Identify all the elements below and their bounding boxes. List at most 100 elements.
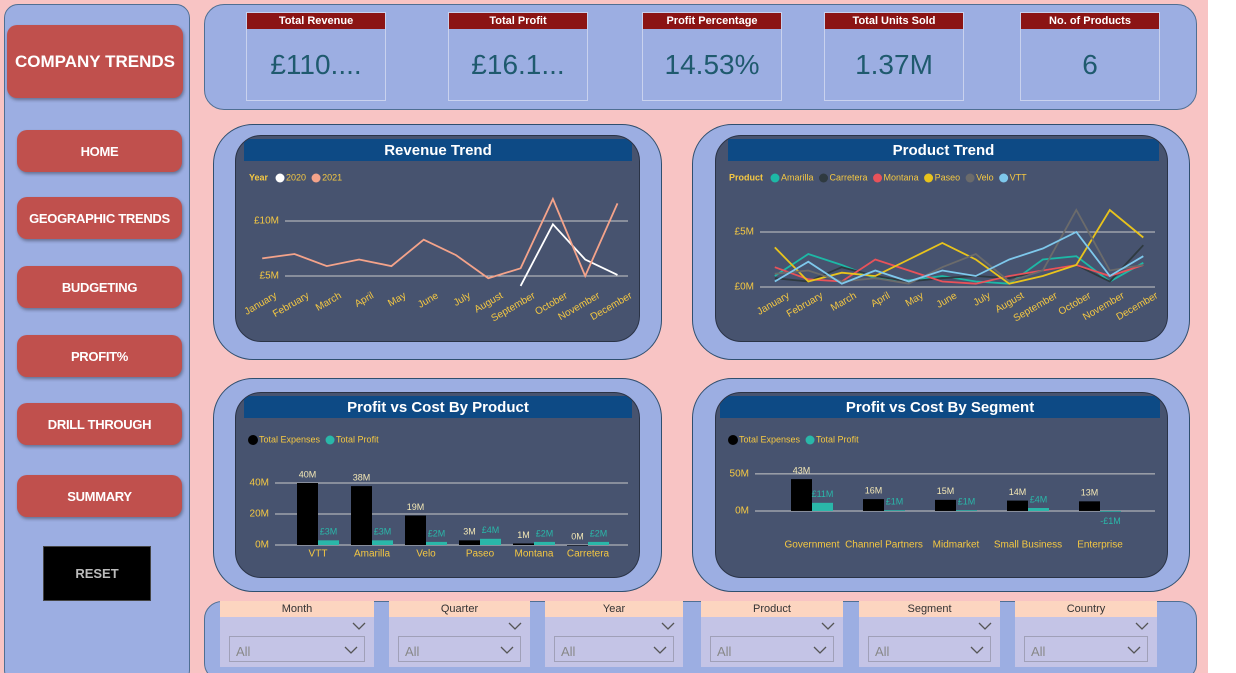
legend-swatch: [770, 173, 780, 183]
legend-label: VTT: [1010, 172, 1028, 182]
chevron-icon: [978, 622, 992, 630]
data-label: 15M: [937, 486, 955, 496]
kpi-label: Total Revenue: [247, 13, 385, 29]
bar: [588, 541, 609, 545]
kpi-value: 1.37M: [855, 49, 933, 80]
data-label: 14M: [1009, 487, 1027, 497]
x-tick-label: February: [785, 290, 825, 320]
filter-dropdown[interactable]: All: [398, 636, 521, 662]
line-series: [262, 196, 619, 280]
x-tick-label: February: [271, 290, 311, 320]
reset-button[interactable]: RESET: [43, 546, 151, 601]
y-tick-label: 20M: [250, 509, 269, 520]
legend-label: Velo: [976, 172, 994, 182]
chevron: [344, 646, 358, 654]
nav-button[interactable]: PROFIT%: [17, 335, 182, 377]
chart-header: [728, 139, 1159, 161]
filter-label: Product: [701, 601, 843, 617]
bar: [405, 515, 426, 545]
chevron: [508, 622, 522, 630]
filter-label: Year: [545, 601, 683, 617]
filter-dropdown[interactable]: All: [554, 636, 674, 662]
legend-swatch: [275, 173, 285, 183]
chart-card: Profit vs Cost By Product Total Expenses T…: [235, 392, 640, 578]
x-tick-label: Carretera: [567, 549, 610, 560]
data-label: 3M: [463, 527, 476, 537]
chart-title: Profit vs Cost By Segment: [846, 399, 1034, 416]
nav-button[interactable]: DRILL THROUGH: [17, 403, 182, 445]
chevron: [661, 622, 675, 630]
x-tick-label: March: [829, 290, 859, 313]
chart: Profit vs Cost By Segment Total Expenses T…: [720, 396, 1160, 551]
data-label: £4M: [1030, 494, 1048, 504]
kpi-label: Total Units Sold: [825, 13, 963, 29]
bar: [372, 540, 393, 545]
filter-label: Segment: [859, 601, 1000, 617]
data-label: 43M: [793, 465, 811, 475]
data-label: £2M: [536, 528, 554, 538]
chart-header: [720, 396, 1160, 418]
data-label: 38M: [353, 472, 371, 482]
legend-swatch: [924, 173, 934, 183]
x-tick-label: April: [869, 290, 892, 310]
chevron: [970, 646, 984, 654]
bar: [1079, 501, 1100, 511]
nav-button[interactable]: SUMMARY: [17, 475, 182, 517]
bar: [812, 502, 833, 511]
nav-button[interactable]: GEOGRAPHIC TRENDS: [17, 197, 182, 239]
nav-button[interactable]: BUDGETING: [17, 266, 182, 308]
filter: Product All: [701, 601, 843, 667]
filter: Quarter All: [389, 601, 530, 667]
data-label: £11M: [812, 489, 834, 499]
x-tick-label: July: [972, 290, 993, 308]
data-label: 13M: [1081, 488, 1099, 498]
filter-box: All: [389, 617, 530, 667]
legend-label: 2021: [322, 172, 342, 182]
chevron: [500, 646, 514, 654]
filter-label: Country: [1015, 601, 1157, 617]
bar: [351, 486, 372, 545]
bar: [459, 540, 480, 545]
chevron-icon: [970, 646, 984, 654]
y-tick-label: £0M: [735, 282, 754, 293]
x-tick-label: May: [386, 290, 408, 309]
chevron-icon: [1135, 622, 1149, 630]
bar: [956, 510, 977, 511]
chevron-icon: [352, 622, 366, 630]
bar: [1007, 500, 1028, 511]
bar: [863, 499, 884, 511]
chevron-icon: [653, 646, 667, 654]
filter-dropdown[interactable]: All: [710, 636, 834, 662]
chevron-icon: [661, 622, 675, 630]
x-tick-label: May: [904, 290, 926, 309]
chart-card: Product Trend Product Amarilla Carretera Mon…: [715, 135, 1168, 342]
chevron: [821, 622, 835, 630]
chart-title: Profit vs Cost By Product: [347, 399, 529, 416]
filter-dropdown[interactable]: All: [229, 636, 365, 662]
chevron-icon: [500, 646, 514, 654]
filter-dropdown[interactable]: All: [1024, 636, 1148, 662]
data-label: £3M: [320, 527, 338, 537]
chevron-icon: [1127, 646, 1141, 654]
bar: [884, 510, 905, 511]
filter-label: Quarter: [389, 601, 530, 617]
chevron: [1127, 646, 1141, 654]
nav-button[interactable]: HOME: [17, 130, 182, 172]
kpi-value: £16.1...: [471, 49, 565, 80]
kpi-card: Total Units Sold 1.37M: [824, 12, 964, 101]
y-tick-label: £5M: [260, 271, 279, 282]
chart-title: Revenue Trend: [384, 142, 492, 159]
kpi-card: No. of Products 6: [1020, 12, 1160, 101]
chevron-icon: [344, 646, 358, 654]
legend-title: Product: [729, 172, 763, 182]
chevron: [1135, 622, 1149, 630]
chart-card: Profit vs Cost By Segment Total Expenses T…: [715, 392, 1168, 578]
kpi-value: 14.53%: [664, 49, 760, 80]
filter: Segment All: [859, 601, 1000, 667]
kpi-card: Profit Percentage 14.53%: [642, 12, 782, 101]
legend-swatch: [311, 173, 321, 183]
chevron: [978, 622, 992, 630]
filter-dropdown[interactable]: All: [868, 636, 991, 662]
